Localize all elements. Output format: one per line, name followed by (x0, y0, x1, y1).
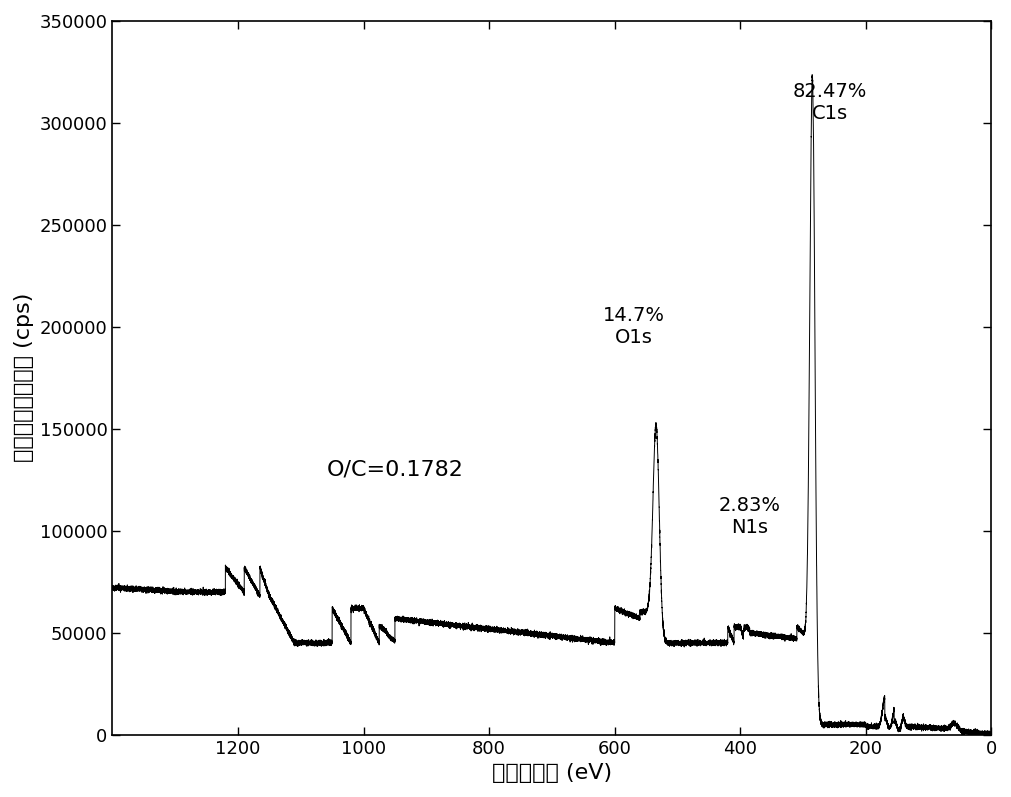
X-axis label: 电子结合能 (eV): 电子结合能 (eV) (491, 763, 612, 783)
Text: 14.7%
O1s: 14.7% O1s (603, 306, 664, 347)
Y-axis label: 相对光电子流强度 (cps): 相对光电子流强度 (cps) (14, 293, 34, 462)
Text: 82.47%
C1s: 82.47% C1s (793, 82, 866, 123)
Text: 2.83%
N1s: 2.83% N1s (719, 496, 780, 537)
Text: O/C=0.1782: O/C=0.1782 (327, 460, 463, 480)
